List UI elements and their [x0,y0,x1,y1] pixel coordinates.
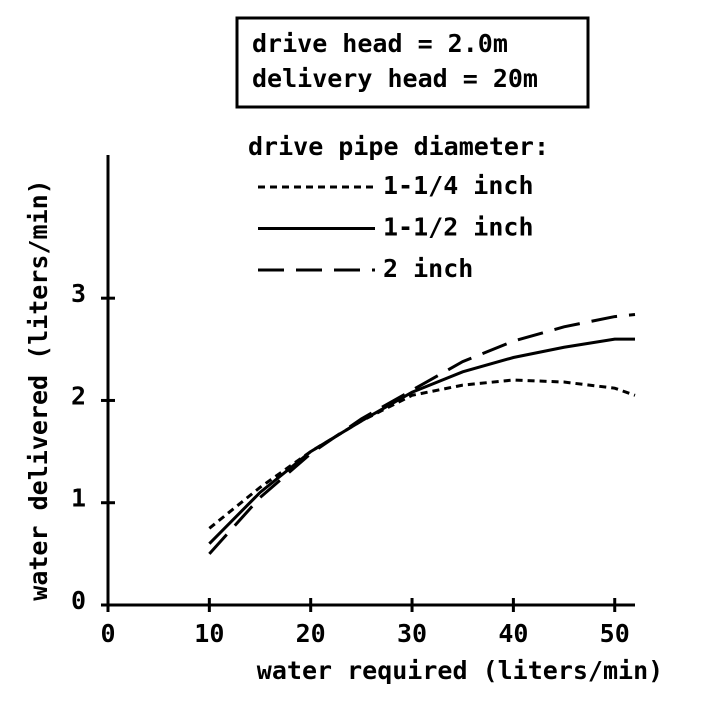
y-tick-label: 3 [71,279,86,308]
x-tick-label: 40 [498,619,528,648]
x-tick-label: 0 [100,619,115,648]
series-line [208,378,636,530]
y-tick-label: 2 [71,381,86,410]
series-line [208,337,635,545]
legend-title: drive pipe diameter: [248,132,549,161]
series-line [208,313,636,555]
annotation: delivery head = 20m [252,64,538,93]
x-tick-label: 50 [600,619,630,648]
legend-label: 1-1/4 inch [383,171,534,200]
x-tick-label: 30 [397,619,427,648]
x-tick-label: 10 [194,619,224,648]
y-axis-label: water delivered (liters/min) [24,179,53,600]
x-axis-label: water required (liters/min) [257,656,663,685]
annotation: drive head = 2.0m [252,29,508,58]
x-tick-label: 20 [296,619,326,648]
legend-label: 1-1/2 inch [383,213,534,242]
legend-label: 2 inch [383,254,473,283]
y-tick-label: 0 [71,586,86,615]
annotation-box [235,16,590,109]
y-tick-label: 1 [71,484,86,513]
